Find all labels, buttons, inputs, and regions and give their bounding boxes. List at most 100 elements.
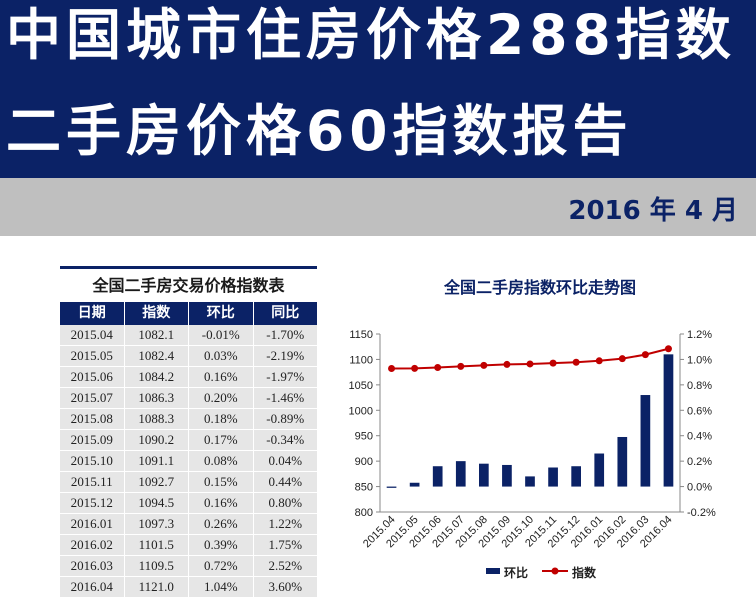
table-row: 2015.09 1090.2 0.17% -0.34% [60, 430, 317, 451]
cell-mom: 0.20% [189, 388, 254, 408]
header-banner: 中国城市住房价格288指数 二手房价格60指数报告 [0, 0, 756, 178]
cell-index: 1109.5 [125, 556, 189, 576]
cell-date: 2015.08 [60, 409, 125, 429]
bar-2016.03 [640, 395, 651, 487]
index-point-2015.06 [434, 363, 442, 371]
cell-mom: 0.26% [189, 514, 254, 534]
index-point-2016.02 [618, 355, 626, 363]
cell-yoy: -0.89% [266, 411, 305, 426]
bar-2016.02 [617, 436, 628, 487]
table-row: 2016.01 1097.3 0.26% 1.22% [60, 514, 317, 535]
cell-yoy: 0.80% [268, 495, 303, 510]
index-point-2015.07 [457, 362, 465, 370]
cell-index: 1086.3 [125, 388, 189, 408]
table-row: 2015.05 1082.4 0.03% -2.19% [60, 346, 317, 367]
cell-index: 1094.5 [125, 493, 189, 513]
left-tick-label: 850 [355, 482, 373, 494]
cell-mom: 0.08% [189, 451, 254, 471]
bar-2015.06 [432, 466, 443, 487]
bar-2015.04 [386, 486, 397, 488]
cell-yoy: -1.46% [266, 390, 305, 405]
cell-mom: 0.39% [189, 535, 254, 555]
right-tick-label: -0.2% [687, 507, 716, 519]
table-row: 2015.11 1092.7 0.15% 0.44% [60, 472, 317, 493]
cell-date: 2016.03 [60, 556, 125, 576]
cell-date: 2015.05 [60, 346, 125, 366]
index-trend-chart: 800 850 900 950 1000 1050 1100 1150 -0.2% 0.0% 0.2… [349, 329, 716, 580]
left-tick-label: 1050 [349, 380, 373, 392]
cell-index: 1084.2 [125, 367, 189, 387]
cell-mom: 1.04% [189, 577, 254, 597]
bar-2015.07 [455, 461, 466, 487]
legend-bar-swatch [486, 568, 500, 574]
cell-yoy: -2.19% [266, 348, 305, 363]
column-header-mom: 环比 [189, 302, 254, 325]
cell-yoy: -1.70% [266, 327, 305, 342]
price-index-table: 全国二手房交易价格指数表 日期 指数 环比 同比 2015.04 1082.1 -0… [60, 266, 317, 598]
right-tick-label: 0.4% [687, 431, 712, 443]
bar-2015.10 [525, 476, 535, 487]
cell-mom: -0.01% [189, 325, 254, 345]
report-date: 2016 年 4 月 [568, 196, 738, 226]
cell-index: 1101.5 [125, 535, 189, 555]
index-point-2015.12 [572, 358, 580, 366]
bar-2016.01 [594, 453, 605, 487]
cell-mom: 0.17% [189, 430, 254, 450]
cell-yoy: -0.34% [266, 432, 305, 447]
cell-yoy: 0.44% [268, 474, 303, 489]
cell-date: 2015.10 [60, 451, 125, 471]
left-tick-label: 1000 [349, 405, 373, 417]
cell-date: 2015.07 [60, 388, 125, 408]
table-row: 2015.04 1082.1 -0.01% -1.70% [60, 325, 317, 346]
table-row: 2016.03 1109.5 0.72% 2.52% [60, 556, 317, 577]
cell-date: 2015.06 [60, 367, 125, 387]
left-tick-label: 1100 [349, 354, 373, 366]
legend-line-marker [551, 567, 559, 575]
index-point-2016.03 [641, 351, 649, 359]
legend-label-mom: 环比 [504, 565, 528, 580]
cell-date: 2016.02 [60, 535, 125, 555]
bar-2015.09 [502, 464, 512, 487]
table-row: 2015.06 1084.2 0.16% -1.97% [60, 367, 317, 388]
table-row: 2016.04 1121.0 1.04% 3.60% [60, 577, 317, 598]
date-strip: 2016 年 4 月 [0, 178, 756, 236]
cell-mom: 0.16% [189, 367, 254, 387]
bar-2016.04 [663, 354, 674, 487]
cell-date: 2015.09 [60, 430, 125, 450]
index-point-2016.01 [595, 357, 603, 365]
bar-2015.11 [548, 467, 558, 487]
chart-title: 全国二手房指数环比走势图 [443, 278, 636, 297]
cell-index: 1092.7 [125, 472, 189, 492]
bar-2015.12 [571, 466, 581, 487]
column-header-index: 指数 [125, 302, 189, 325]
cell-index: 1121.0 [125, 577, 189, 597]
bar-2015.08 [479, 463, 489, 487]
column-header-date: 日期 [60, 302, 125, 325]
cell-index: 1097.3 [125, 514, 189, 534]
cell-mom: 0.16% [189, 493, 254, 513]
table-row: 2015.12 1094.5 0.16% 0.80% [60, 493, 317, 514]
index-point-2015.11 [549, 359, 557, 367]
right-tick-label: 1.2% [687, 329, 712, 341]
index-point-2015.09 [503, 360, 511, 368]
index-point-2015.10 [526, 360, 534, 368]
right-tick-label: 0.8% [687, 380, 712, 392]
report-title-line2: 二手房价格60指数报告 [6, 99, 633, 163]
index-point-2015.08 [480, 361, 488, 369]
cell-index: 1088.3 [125, 409, 189, 429]
cell-mom: 0.03% [189, 346, 254, 366]
table-header: 日期 指数 环比 同比 [60, 302, 317, 325]
index-point-2015.05 [411, 364, 419, 372]
cell-date: 2015.04 [60, 325, 125, 345]
cell-yoy: 1.75% [268, 537, 303, 552]
table-row: 2015.07 1086.3 0.20% -1.46% [60, 388, 317, 409]
table-title: 全国二手房交易价格指数表 [60, 266, 317, 302]
cell-index: 1082.4 [125, 346, 189, 366]
left-tick-label: 950 [355, 431, 373, 443]
left-tick-label: 1150 [349, 329, 373, 341]
right-tick-label: 1.0% [687, 354, 712, 366]
right-tick-label: 0.6% [687, 405, 712, 417]
cell-yoy: 0.04% [268, 453, 303, 468]
table-row: 2015.10 1091.1 0.08% 0.04% [60, 451, 317, 472]
cell-date: 2016.01 [60, 514, 125, 534]
